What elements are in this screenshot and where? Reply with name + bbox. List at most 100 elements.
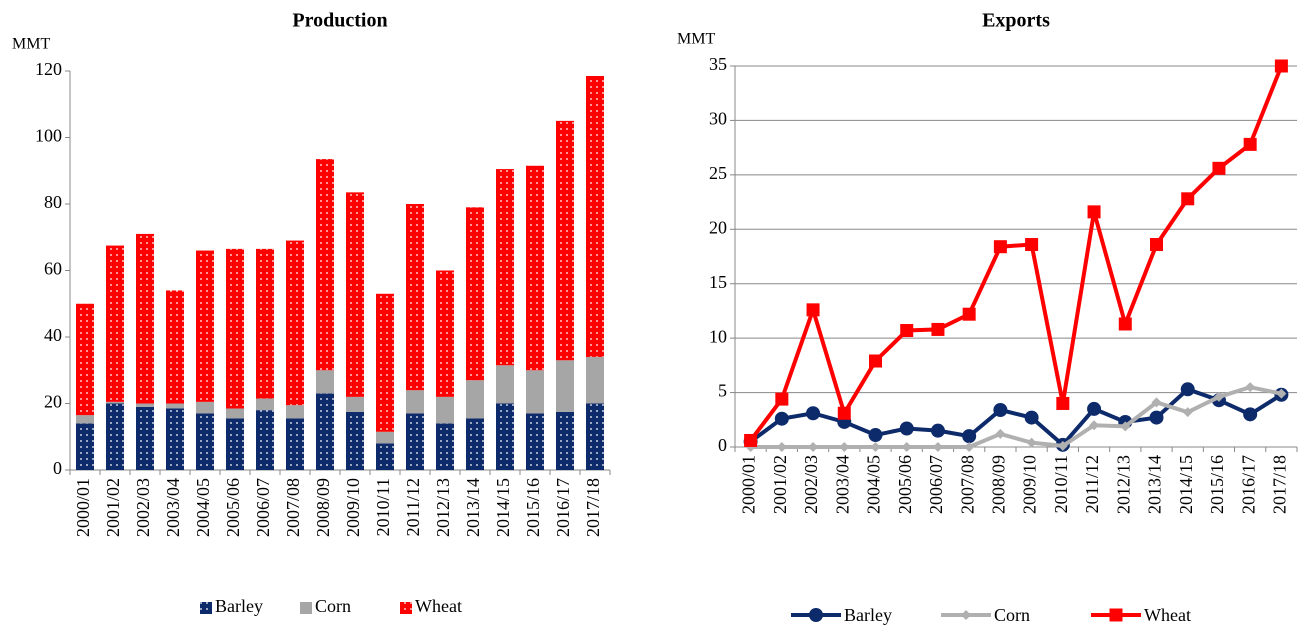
bar-texture: [376, 293, 394, 432]
bar-texture: [76, 423, 94, 470]
marker: [806, 406, 821, 421]
marker: [1243, 407, 1258, 422]
x-tick-label: 2002/03: [133, 478, 153, 537]
y-tick-label: 100: [35, 126, 62, 146]
x-tick-label: 2006/07: [926, 455, 946, 514]
marker: [1243, 137, 1257, 151]
y-tick-label: 5: [718, 381, 727, 401]
bar-segment: [556, 360, 574, 412]
y-tick-label: 35: [709, 54, 727, 74]
bar-texture: [226, 248, 244, 409]
bar-texture: [556, 120, 574, 361]
x-tick-label: 2013/14: [1145, 455, 1165, 514]
marker: [932, 442, 943, 452]
marker: [1025, 238, 1039, 252]
y-tick-label: 15: [709, 272, 727, 292]
marker: [961, 610, 971, 620]
bar-texture: [496, 169, 514, 366]
bar-texture: [286, 418, 304, 470]
bar-texture: [196, 250, 214, 402]
bar-texture: [526, 413, 544, 470]
bar-segment: [256, 398, 274, 411]
x-tick-label: 2014/15: [493, 478, 513, 537]
marker: [1056, 396, 1070, 410]
marker: [1118, 317, 1132, 331]
bar-texture: [436, 423, 454, 470]
bar-segment: [406, 390, 424, 414]
marker: [806, 303, 820, 317]
marker: [1151, 397, 1162, 408]
marker: [1150, 238, 1163, 252]
bar-segment: [196, 401, 214, 414]
line: [749, 65, 1284, 442]
bar-texture: [586, 403, 604, 470]
marker: [809, 608, 823, 622]
bar-texture: [106, 403, 124, 470]
marker: [1213, 391, 1224, 402]
marker: [962, 429, 977, 444]
bar-texture: [586, 75, 604, 357]
x-tick-label: 2003/04: [832, 455, 852, 514]
x-tick-label: 2005/06: [223, 478, 243, 537]
legend-label: Corn: [994, 605, 1030, 625]
marker: [808, 442, 819, 452]
bar-segment: [466, 380, 484, 419]
marker: [870, 442, 881, 452]
x-tick-label: 2011/12: [403, 478, 423, 536]
x-tick-label: 2004/05: [193, 478, 213, 537]
legend-label: Barley: [844, 605, 892, 625]
y-tick-label: 10: [709, 326, 727, 346]
marker: [1180, 382, 1195, 397]
marker: [868, 428, 883, 443]
marker: [869, 354, 882, 368]
legend-label: Wheat: [1144, 605, 1191, 625]
legend-label: Wheat: [415, 596, 462, 616]
legend-label: Corn: [315, 596, 351, 616]
marker: [1057, 440, 1068, 451]
chart-title: Production: [292, 10, 387, 32]
x-tick-label: 2009/10: [343, 478, 363, 537]
x-tick-label: 2016/17: [1238, 455, 1258, 514]
marker: [993, 402, 1008, 417]
legend-swatch: [300, 602, 312, 614]
bar-texture: [256, 410, 274, 470]
y-tick-label: 60: [44, 259, 62, 279]
marker: [837, 406, 851, 420]
bar-texture: [406, 413, 424, 470]
y-tick-label: 20: [709, 217, 727, 237]
x-tick-label: 2009/10: [1020, 455, 1040, 514]
marker: [993, 240, 1007, 254]
bar-texture: [136, 233, 154, 404]
marker: [839, 442, 850, 452]
bar-texture: [376, 443, 394, 470]
x-tick-label: 2007/08: [283, 478, 303, 537]
x-tick-label: 2017/18: [1270, 455, 1290, 514]
marker: [1182, 407, 1193, 418]
marker: [1089, 420, 1100, 431]
bar-texture: [106, 245, 124, 402]
legend-label: Barley: [215, 596, 263, 616]
bar-segment: [76, 415, 94, 424]
y-tick-label: 0: [718, 435, 727, 455]
bar-texture: [226, 418, 244, 470]
x-tick-label: 2016/17: [553, 478, 573, 537]
bar-segment: [526, 370, 544, 414]
y-axis-label: MMT: [12, 36, 50, 53]
bar-texture: [406, 204, 424, 391]
x-tick-label: 2012/13: [433, 478, 453, 537]
x-tick-label: 2008/09: [313, 478, 333, 537]
bar-segment: [496, 365, 514, 404]
bar-texture: [496, 403, 514, 470]
marker: [995, 428, 1006, 439]
x-tick-label: 2001/02: [103, 478, 123, 537]
x-tick-label: 2014/15: [1176, 455, 1196, 514]
y-tick-label: 40: [44, 325, 62, 345]
bar-segment: [166, 403, 184, 409]
marker: [776, 442, 787, 452]
x-tick-label: 2015/16: [1207, 455, 1227, 514]
bar-segment: [136, 403, 154, 407]
y-axis-label: MMT: [677, 31, 715, 48]
bar-texture: [526, 165, 544, 371]
marker: [1026, 437, 1037, 448]
x-tick-label: 2015/16: [523, 478, 543, 537]
